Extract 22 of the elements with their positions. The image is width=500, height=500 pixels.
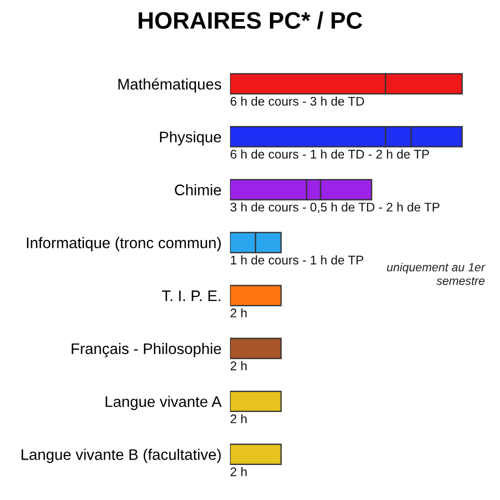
y-tick-label: Français - Philosophie [72, 342, 221, 358]
annotation: uniquement au 1er semestre [387, 262, 486, 285]
bar [230, 444, 282, 465]
y-tick-label: Langue vivante A [106, 396, 222, 410]
total-label: 2 h [230, 467, 247, 476]
total-label: 6 h de cours - 1 h de TD - 2 h de TP [230, 149, 429, 159]
total-label: 2 h [230, 308, 247, 318]
bar [230, 338, 282, 360]
y-tick-label: Mathématiques [118, 78, 222, 93]
chart-title: HORAIRES PC* / PC [138, 11, 362, 30]
y-tick-label: Informatique (tronc commun) [26, 237, 221, 252]
bar [230, 284, 282, 306]
total-label: 2 h [230, 361, 247, 370]
total-label: 3 h de cours - 0,5 h de TD - 2 h de TP [230, 202, 440, 214]
y-tick-label: T. I. P. E. [162, 290, 220, 302]
total-label: 6 h de cours - 3 h de TD [230, 96, 364, 106]
y-tick-label: Langue vivante B (facultative) [22, 448, 221, 464]
bar [230, 390, 282, 412]
total-label: 2 h [230, 414, 247, 424]
y-tick-label: Chimie [174, 184, 221, 196]
y-tick-label: Physique [160, 131, 221, 146]
total-label: 1 h de cours - 1 h de TP [230, 255, 364, 264]
